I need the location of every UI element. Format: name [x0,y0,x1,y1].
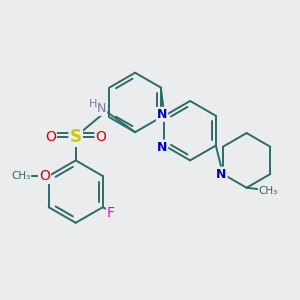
Text: N: N [216,168,226,181]
Text: H: H [88,99,97,109]
Text: O: O [45,130,56,144]
Text: O: O [39,169,50,183]
Text: N: N [157,108,167,121]
Text: CH₃: CH₃ [11,171,30,181]
Text: N: N [157,140,167,154]
Text: F: F [107,206,115,220]
Text: N: N [97,102,106,115]
Text: CH₃: CH₃ [259,186,278,196]
Text: O: O [95,130,106,144]
Text: S: S [70,128,82,146]
